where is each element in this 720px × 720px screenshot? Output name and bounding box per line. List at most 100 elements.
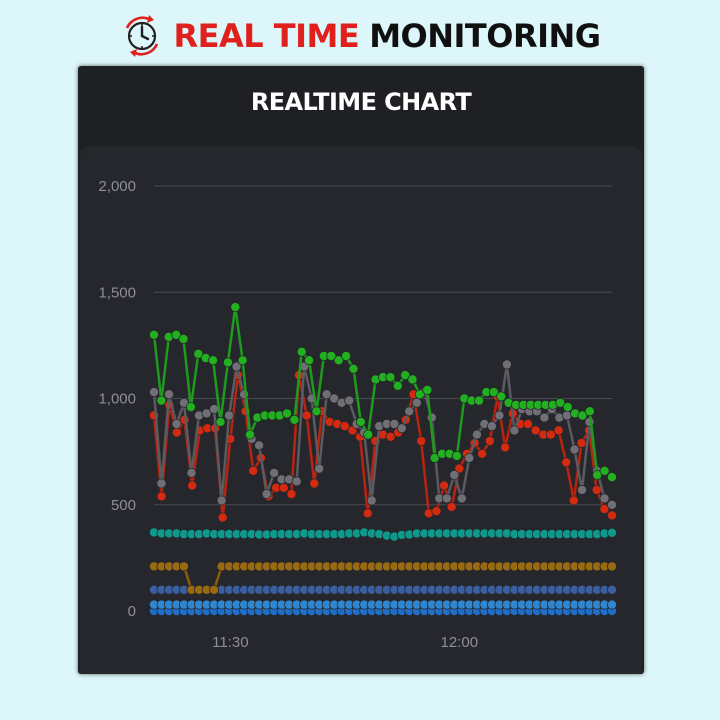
data-point[interactable] [477,448,488,459]
data-point[interactable] [607,472,618,483]
data-point[interactable] [404,406,415,417]
data-point[interactable] [416,435,427,446]
data-point[interactable] [385,372,396,383]
data-point[interactable] [473,395,484,406]
data-point[interactable] [553,425,564,436]
data-point[interactable] [341,350,352,361]
data-point[interactable] [216,495,227,506]
data-point[interactable] [156,478,167,489]
data-point[interactable] [400,370,411,381]
data-point[interactable] [441,493,452,504]
data-point[interactable] [301,410,312,421]
data-point[interactable] [286,489,297,500]
data-point[interactable] [309,478,320,489]
data-point[interactable] [339,421,350,432]
data-point[interactable] [607,599,618,610]
data-point[interactable] [164,389,175,400]
data-point[interactable] [429,452,440,463]
data-point[interactable] [215,416,226,427]
data-point[interactable] [314,463,325,474]
data-point[interactable] [193,348,204,359]
data-point[interactable] [311,406,322,417]
data-point[interactable] [363,429,374,440]
data-point[interactable] [456,493,467,504]
data-point[interactable] [281,408,292,419]
data-point[interactable] [484,435,495,446]
data-point[interactable] [254,440,265,451]
data-point[interactable] [278,482,289,493]
data-point[interactable] [344,395,355,406]
data-point[interactable] [156,491,167,502]
data-point[interactable] [414,389,425,400]
data-point[interactable] [500,442,511,453]
data-point[interactable] [244,429,255,440]
data-point[interactable] [501,359,512,370]
data-point[interactable] [607,561,618,572]
data-point[interactable] [591,484,602,495]
data-point[interactable] [576,484,587,495]
data-point[interactable] [248,465,259,476]
data-point[interactable] [599,493,610,504]
data-point[interactable] [156,395,167,406]
data-point[interactable] [607,527,618,538]
data-point[interactable] [561,457,572,468]
data-point[interactable] [407,374,418,385]
data-point[interactable] [389,418,400,429]
data-point[interactable] [222,357,233,368]
data-point[interactable] [366,495,377,506]
data-point[interactable] [329,393,340,404]
data-point[interactable] [396,423,407,434]
data-point[interactable] [555,397,566,408]
data-point[interactable] [530,425,541,436]
data-point[interactable] [568,495,579,506]
data-point[interactable] [431,506,442,517]
data-point[interactable] [178,333,189,344]
data-point[interactable] [509,425,520,436]
data-point[interactable] [607,510,618,521]
data-point[interactable] [392,380,403,391]
data-point[interactable] [471,429,482,440]
data-point[interactable] [348,363,359,374]
data-point[interactable] [488,387,499,398]
data-point[interactable] [296,346,307,357]
data-point[interactable] [231,361,242,372]
data-point[interactable] [333,355,344,366]
data-point[interactable] [171,427,182,438]
data-point[interactable] [261,489,272,500]
data-point[interactable] [355,416,366,427]
data-point[interactable] [569,444,580,455]
data-point[interactable] [149,387,160,398]
data-point[interactable] [237,355,248,366]
data-point[interactable] [385,431,396,442]
data-point[interactable] [208,355,219,366]
data-point[interactable] [494,410,505,421]
data-point[interactable] [464,452,475,463]
data-point[interactable] [599,465,610,476]
data-point[interactable] [592,469,603,480]
data-point[interactable] [217,512,228,523]
data-point[interactable] [522,418,533,429]
data-point[interactable] [439,480,450,491]
data-point[interactable] [304,355,315,366]
data-point[interactable] [422,384,433,395]
data-point[interactable] [171,418,182,429]
data-point[interactable] [179,561,190,572]
data-point[interactable] [486,421,497,432]
data-point[interactable] [362,508,373,519]
data-point[interactable] [230,302,241,313]
data-point[interactable] [496,391,507,402]
data-point[interactable] [539,412,550,423]
data-point[interactable] [584,406,595,417]
data-point[interactable] [187,480,198,491]
data-point[interactable] [185,401,196,412]
data-point[interactable] [561,410,572,421]
data-point[interactable] [545,429,556,440]
data-point[interactable] [451,450,462,461]
data-point[interactable] [149,329,160,340]
data-point[interactable] [326,350,337,361]
data-point[interactable] [224,410,235,421]
data-point[interactable] [562,401,573,412]
data-point[interactable] [607,584,618,595]
data-point[interactable] [186,467,197,478]
data-point[interactable] [269,467,280,478]
